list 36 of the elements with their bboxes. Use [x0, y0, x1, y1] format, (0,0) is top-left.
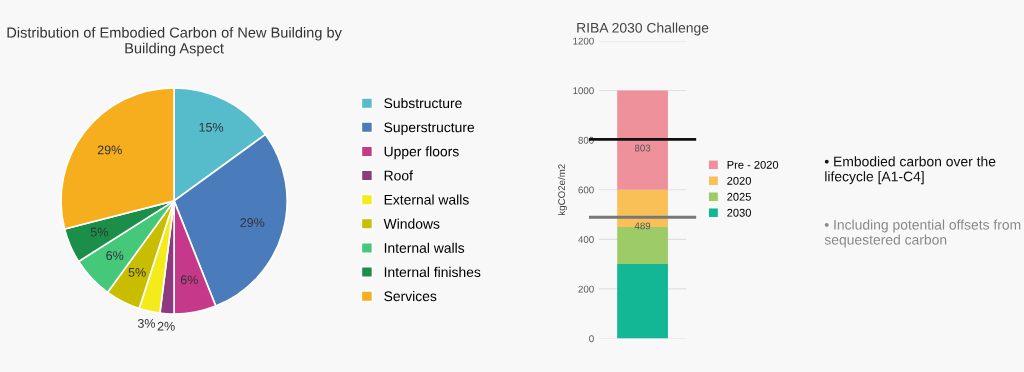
data-label: 5% [128, 267, 146, 277]
data-label: 15% [199, 122, 224, 132]
legend-label: 2030 [727, 208, 751, 217]
y-tick-label: 1000 [573, 87, 594, 95]
data-label: 6% [180, 275, 198, 285]
legend-label: Windows [383, 218, 440, 229]
y-tick-label: 1200 [573, 37, 594, 45]
legend-label: 2020 [727, 176, 751, 185]
bar [617, 90, 668, 190]
y-tick-label: 200 [578, 285, 594, 293]
legend-label: Internal walls [384, 242, 465, 253]
chart-title: Distribution of Embodied Carbon of New Building by Building Aspect [7, 27, 342, 57]
data-label: 3% [137, 318, 156, 328]
data-label: 29% [97, 145, 122, 155]
y-tick-label: 0 [589, 335, 594, 343]
bar [617, 264, 668, 339]
legend-label: Internal finishes [384, 266, 481, 278]
y-tick-label: 400 [578, 236, 594, 243]
legend-label: Superstructure [384, 122, 475, 135]
legend-label: Roof [384, 170, 413, 181]
ref-line-label: 803 [634, 144, 651, 152]
data-label: 6% [106, 251, 124, 260]
data-label: 5% [90, 227, 108, 237]
legend-label: Pre - 2020 [727, 160, 779, 169]
y-axis-title: kgCO2e/m2 [557, 164, 567, 215]
text: • Including potential offsets from sequestered carbon [824, 219, 1021, 248]
data-label: 29% [240, 218, 265, 227]
legend-label: 2025 [727, 192, 751, 201]
legend-label: Services [384, 290, 437, 302]
legend-label: Upper floors [384, 146, 459, 160]
legend-label: External walls [384, 194, 469, 205]
legend-label: Substructure [384, 97, 462, 109]
y-tick-label: 600 [578, 186, 594, 194]
text: • Embodied carbon over the lifecycle [A1-C4] [824, 156, 996, 185]
data-label: 2% [157, 321, 175, 331]
chart-title: RIBA 2030 Challenge [577, 22, 709, 36]
